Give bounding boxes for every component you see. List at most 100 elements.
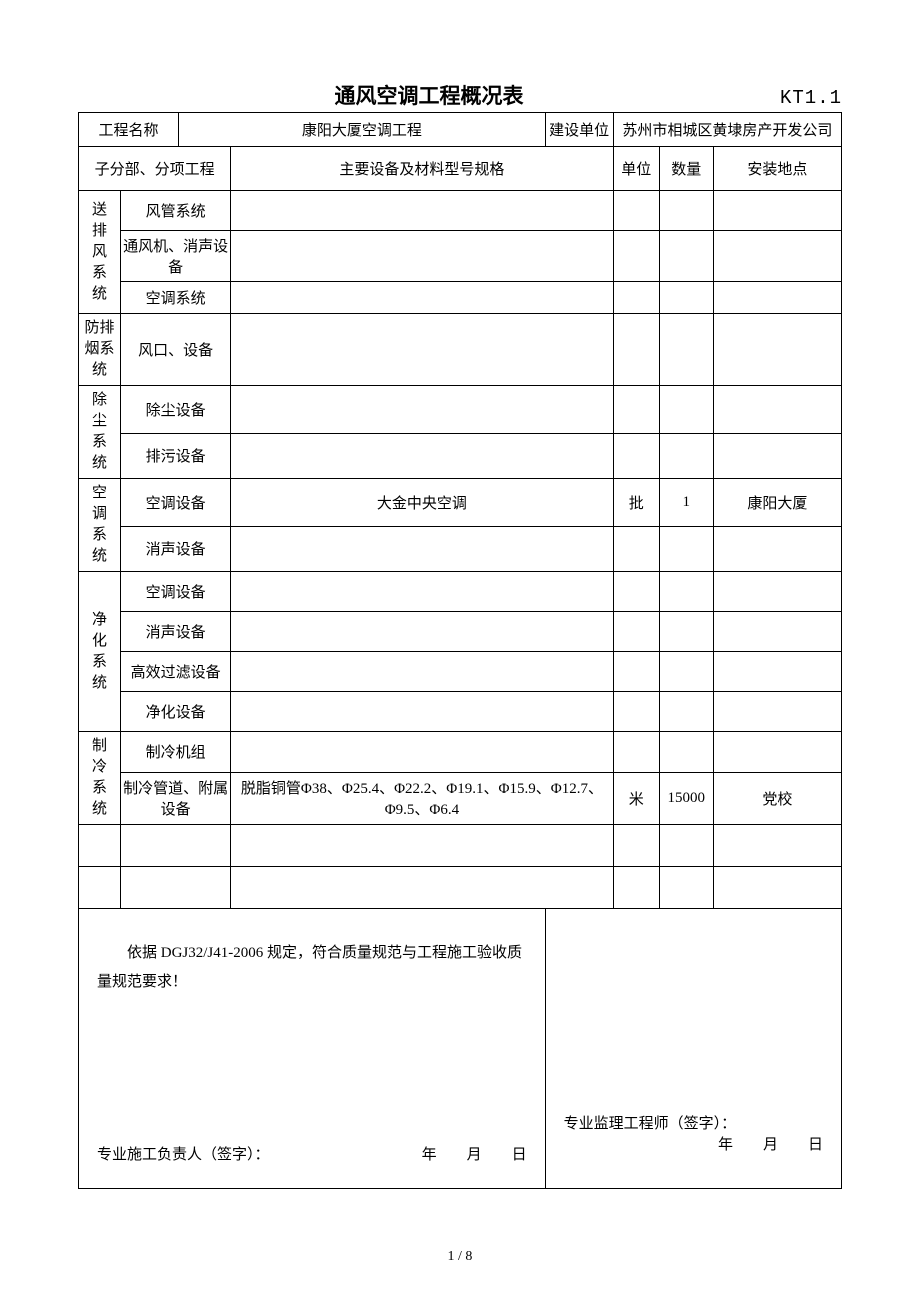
cell — [713, 282, 841, 314]
cell-owner: 苏州市相城区黄埭房产开发公司 — [613, 113, 841, 147]
cell — [79, 825, 121, 867]
subitem: 制冷管道、附属设备 — [121, 772, 231, 824]
cell — [231, 867, 613, 909]
cell — [613, 433, 659, 478]
cell — [231, 732, 613, 773]
cell — [613, 386, 659, 434]
subitem: 除尘设备 — [121, 386, 231, 434]
cell-owner-label: 建设单位 — [545, 113, 613, 147]
cell — [231, 612, 613, 652]
cell: 1 — [659, 479, 713, 527]
compliance-note: 依据 DGJ32/J41-2006 规定，符合质量规范与工程施工验收质量规范要求… — [97, 939, 527, 996]
cell — [121, 825, 231, 867]
cell — [713, 231, 841, 282]
subitem: 空调设备 — [121, 479, 231, 527]
subitem: 风管系统 — [121, 191, 231, 231]
cell — [613, 612, 659, 652]
cell — [659, 732, 713, 773]
cell: 脱脂铜管Φ38、Φ25.4、Φ22.2、Φ19.1、Φ15.9、Φ12.7、Φ9… — [231, 772, 613, 824]
signature-row: 依据 DGJ32/J41-2006 规定，符合质量规范与工程施工验收质量规范要求… — [79, 909, 842, 1189]
cell — [713, 433, 841, 478]
subitem: 风口、设备 — [121, 314, 231, 386]
table-row: 消声设备 — [79, 526, 842, 571]
cell — [613, 572, 659, 612]
table-row: 净化设备 — [79, 692, 842, 732]
table-row: 防排烟系统 风口、设备 — [79, 314, 842, 386]
page-title: 通风空调工程概况表 — [78, 80, 780, 110]
table-row — [79, 825, 842, 867]
cell — [713, 191, 841, 231]
table-row: 制冷系统 制冷机组 — [79, 732, 842, 773]
subitem: 空调系统 — [121, 282, 231, 314]
subitem: 净化设备 — [121, 692, 231, 732]
table-row: 通风机、消声设备 — [79, 231, 842, 282]
cell — [613, 526, 659, 571]
group-label: 制冷系统 — [79, 732, 121, 825]
table-row: 送排风系统 风管系统 — [79, 191, 842, 231]
cell — [659, 314, 713, 386]
cell — [659, 191, 713, 231]
cell — [231, 314, 613, 386]
overview-table: 工程名称 康阳大厦空调工程 建设单位 苏州市相城区黄埭房产开发公司 子分部、分项… — [78, 112, 842, 1189]
cell-project-name-label: 工程名称 — [79, 113, 179, 147]
cell-sub-label: 子分部、分项工程 — [79, 147, 231, 191]
group-label: 防排烟系统 — [79, 314, 121, 386]
cell: 大金中央空调 — [231, 479, 613, 527]
cell — [613, 652, 659, 692]
signer-left-label: 专业施工负责人（签字）： — [97, 1147, 270, 1163]
cell: 党校 — [713, 772, 841, 824]
cell — [613, 732, 659, 773]
cell — [613, 314, 659, 386]
cell — [613, 191, 659, 231]
subitem: 排污设备 — [121, 433, 231, 478]
cell-qty-label: 数量 — [659, 147, 713, 191]
signature-line-right: 专业监理工程师（签字）： 年 月 日 — [564, 1112, 823, 1154]
cell — [231, 433, 613, 478]
signature-line-left: 专业施工负责人（签字）： 年 月 日 — [97, 1143, 527, 1164]
cell: 米 — [613, 772, 659, 824]
signer-right-label: 专业监理工程师（签字）： — [564, 1116, 737, 1132]
table-row: 消声设备 — [79, 612, 842, 652]
group-label: 除尘系统 — [79, 386, 121, 479]
cell — [713, 867, 841, 909]
signature-right-cell: 专业监理工程师（签字）： 年 月 日 — [545, 909, 841, 1189]
subitem: 制冷机组 — [121, 732, 231, 773]
cell — [659, 231, 713, 282]
table-row — [79, 867, 842, 909]
cell — [231, 652, 613, 692]
cell-project-name: 康阳大厦空调工程 — [179, 113, 545, 147]
table-row: 高效过滤设备 — [79, 652, 842, 692]
cell — [613, 825, 659, 867]
cell — [713, 314, 841, 386]
form-code: KT1.1 — [780, 87, 842, 109]
cell-unit-label: 单位 — [613, 147, 659, 191]
cell — [231, 231, 613, 282]
cell — [659, 612, 713, 652]
cell — [121, 867, 231, 909]
cell — [613, 867, 659, 909]
cell — [713, 572, 841, 612]
header-row: 通风空调工程概况表 KT1.1 — [78, 80, 842, 110]
cell — [713, 386, 841, 434]
cell: 批 — [613, 479, 659, 527]
cell — [231, 825, 613, 867]
cell — [659, 572, 713, 612]
cell — [231, 386, 613, 434]
subitem: 消声设备 — [121, 526, 231, 571]
page-number: 1 / 8 — [78, 1249, 842, 1265]
subitem: 消声设备 — [121, 612, 231, 652]
group-label: 净化系统 — [79, 572, 121, 732]
cell — [231, 282, 613, 314]
cell — [613, 282, 659, 314]
subitem: 高效过滤设备 — [121, 652, 231, 692]
cell — [613, 231, 659, 282]
table-row: 排污设备 — [79, 433, 842, 478]
cell — [79, 867, 121, 909]
table-row: 除尘系统 除尘设备 — [79, 386, 842, 434]
cell — [613, 692, 659, 732]
cell — [231, 572, 613, 612]
table-row: 工程名称 康阳大厦空调工程 建设单位 苏州市相城区黄埭房产开发公司 — [79, 113, 842, 147]
table-row: 制冷管道、附属设备 脱脂铜管Φ38、Φ25.4、Φ22.2、Φ19.1、Φ15.… — [79, 772, 842, 824]
cell — [231, 526, 613, 571]
group-label: 送排风系统 — [79, 191, 121, 314]
